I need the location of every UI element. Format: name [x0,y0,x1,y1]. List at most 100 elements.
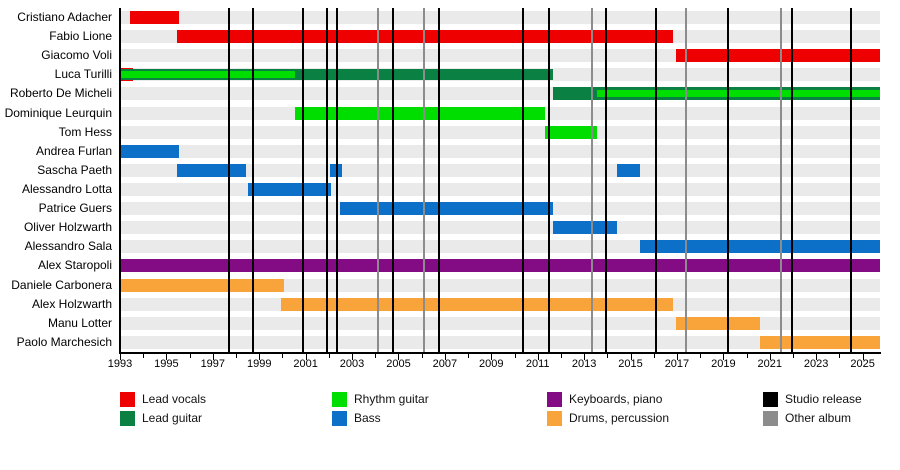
tenure-bar-drums [121,278,284,292]
axis-tick [375,354,377,358]
other-release-line [591,8,594,352]
legend-swatch-bass [332,411,347,426]
row-track [120,163,880,177]
axis-tick [676,354,678,360]
studio-release-line [302,8,305,352]
axis-tick [746,354,748,358]
legend-swatch-drums [547,411,562,426]
tenure-bar-rhythm_guitar [295,106,545,120]
axis-tick [653,354,655,358]
axis-tick [514,354,516,358]
axis-tick [584,354,586,360]
row-track [120,221,880,235]
tenure-bar-bass [247,182,332,196]
tenure-bar-keyboards [121,259,880,273]
axis-tick [120,354,121,360]
tenure-bar-bass [176,163,247,177]
row-track [120,335,880,349]
legend-label-drums: Drums, percussion [569,411,670,425]
axis-tick-label: 2013 [571,358,597,370]
member-label: Patrice Guers [38,201,112,216]
tenure-bar-bass [616,163,640,177]
studio-release-line [325,8,328,352]
axis-tick [212,354,214,360]
member-label: Manu Lotter [47,315,112,330]
axis-tick [328,354,330,358]
studio-release-line [391,8,394,352]
y-axis-line [119,8,121,354]
row-track [120,278,880,292]
legend-label-keyboards: Keyboards, piano [569,392,663,406]
axis-tick [607,354,609,358]
axis-tick [862,354,864,360]
tenure-bar-drums [675,316,761,330]
axis-tick [282,354,284,358]
axis-tick [166,354,168,360]
tenure-bar-bass [330,163,342,177]
tenure-bar-rhythm_guitar [596,90,880,98]
member-label: Oliver Holzwarth [23,220,112,235]
member-label: Luca Turilli [54,67,112,82]
axis-tick-label: 2001 [293,358,318,370]
legend-label-other: Other album [785,411,852,425]
axis-tick [236,354,238,358]
row-track [120,182,880,196]
member-label: Andrea Furlan [35,143,112,158]
axis-tick [630,354,632,360]
tenure-bar-drums [281,297,674,311]
member-label: Alessandro Lotta [21,181,112,196]
studio-release-line [521,8,524,352]
other-release-line [423,8,425,352]
row-track [120,316,880,330]
studio-release-line [438,8,441,352]
member-label: Fabio Lione [49,29,112,44]
axis-tick [189,354,191,358]
other-release-line [685,8,688,352]
legend-swatch-lead_guitar [120,411,135,426]
other-release-line [376,8,379,352]
legend-swatch-keyboards [547,392,562,407]
row-track [120,144,880,158]
studio-release-line [252,8,255,352]
row-track [120,11,880,24]
axis-tick-label: 2015 [618,358,643,370]
member-label: Cristiano Adacher [17,10,112,24]
legend-swatch-rhythm_guitar [332,392,347,407]
tenure-bar-drums [760,335,880,349]
axis-tick-label: 2003 [339,358,365,370]
axis-tick [468,354,470,358]
studio-release-line [727,8,729,352]
axis-tick-label: 2007 [432,358,458,370]
legend-swatch-other [763,411,778,426]
axis-tick-label: 1995 [154,358,179,370]
legend-label-studio: Studio release [785,392,862,406]
studio-release-line [228,8,231,352]
member-label: Tom Hess [58,124,112,139]
row-track [120,125,880,139]
tenure-bar-lead_vocals [130,11,180,24]
tenure-bar-rhythm_guitar [121,71,296,79]
tenure-bar-bass [639,240,880,254]
plot-area [120,8,880,352]
axis-tick-label: 2009 [479,358,504,370]
axis-tick-label: 2011 [525,358,550,370]
member-label: Daniele Carbonera [11,277,112,292]
axis-tick-label: 1993 [107,358,133,370]
axis-tick-label: 1997 [200,358,226,370]
axis-tick-label: 1999 [246,358,272,370]
member-label: Paolo Marchesich [16,334,112,349]
studio-release-line [790,8,793,352]
member-label: Dominique Leurquin [4,105,112,120]
axis-tick-label: 2017 [664,358,690,370]
legend-swatch-studio [763,392,778,407]
axis-tick [769,354,771,360]
axis-tick [444,354,446,360]
axis-tick [560,354,562,358]
axis-tick [723,354,725,360]
axis-tick [352,354,354,360]
tenure-bar-lead_vocals [675,49,880,63]
member-label: Sascha Paeth [37,162,112,177]
studio-release-line [548,8,551,352]
legend-label-bass: Bass [354,411,381,425]
